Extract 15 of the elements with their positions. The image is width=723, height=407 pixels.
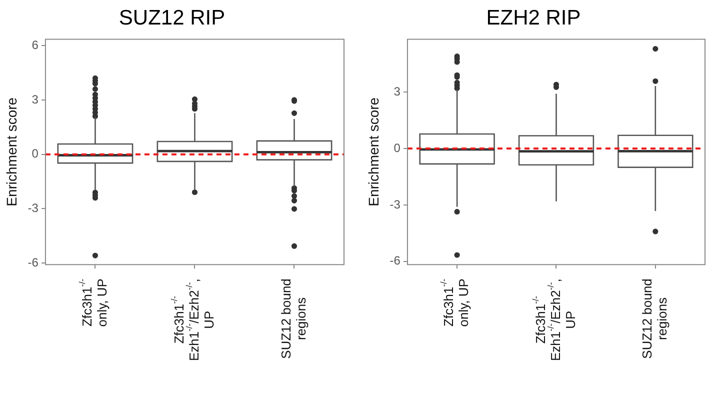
y-tick-label: 0 (32, 146, 39, 161)
y-tick-label: -6 (390, 254, 401, 268)
chart-title: SUZ12 RIP (118, 6, 226, 30)
y-tick-label: 3 (394, 84, 401, 98)
x-tick-label: SUZ12 bound regions (639, 278, 670, 359)
y-tick-label: -3 (28, 201, 39, 216)
chart-title: EZH2 RIP (486, 6, 581, 30)
y-tick-label: 0 (394, 140, 401, 155)
y-tick-label: -6 (28, 255, 39, 270)
y-tick-label: 6 (32, 38, 39, 52)
x-tick-label: SUZ12 bound regions (278, 278, 308, 359)
y-tick-label: 3 (32, 92, 39, 106)
y-axis-title: Enrichment score (3, 97, 20, 206)
y-tick-label: -3 (390, 197, 401, 212)
y-axis-title: Enrichment score (365, 97, 382, 206)
